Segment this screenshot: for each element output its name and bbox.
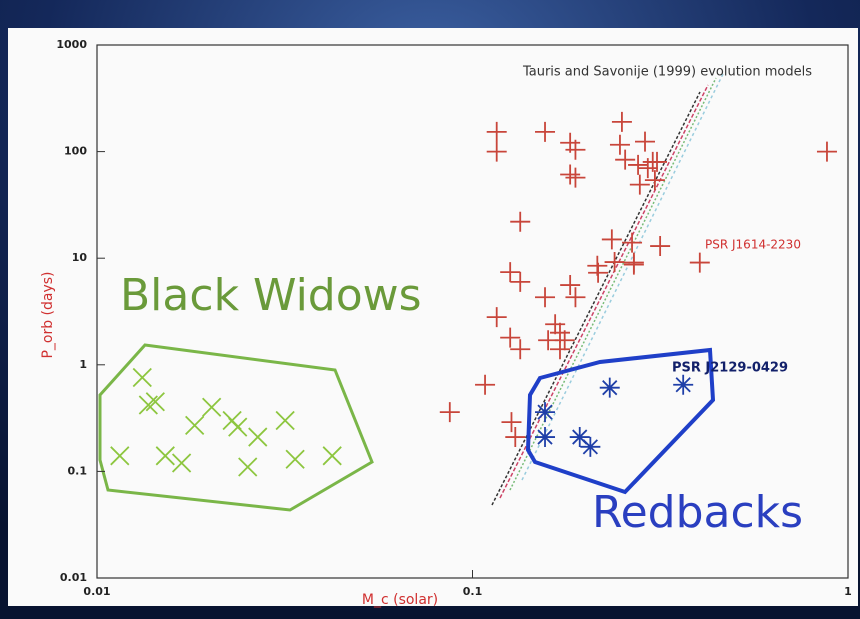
y-tick-label: 100 <box>64 145 87 158</box>
marker <box>565 139 586 160</box>
marker <box>475 374 496 395</box>
marker <box>439 402 460 423</box>
marker <box>500 327 521 348</box>
marker <box>501 412 522 433</box>
marker <box>560 164 581 185</box>
black-widows-label: Black Widows <box>120 270 422 321</box>
marker <box>588 262 609 283</box>
marker <box>322 446 342 466</box>
marker <box>110 446 130 466</box>
marker <box>171 453 192 473</box>
marker <box>647 151 668 172</box>
marker <box>622 232 643 253</box>
marker <box>549 339 570 360</box>
marker <box>155 446 175 466</box>
marker <box>580 436 601 457</box>
model-annotation: Tauris and Savonije (1999) evolution mod… <box>522 65 812 80</box>
marker <box>629 174 650 195</box>
y-tick-label: 0.01 <box>60 571 87 584</box>
y-axis-label: P_orb (days) <box>40 271 56 358</box>
marker <box>565 287 586 308</box>
marker <box>565 167 586 188</box>
marker <box>535 121 556 142</box>
marker <box>238 457 258 477</box>
marker <box>132 367 152 388</box>
marker <box>816 141 837 162</box>
y-tick-label: 1000 <box>56 38 87 51</box>
marker <box>500 262 521 283</box>
marker <box>275 410 295 431</box>
marker <box>545 314 566 335</box>
marker <box>185 415 205 436</box>
y-tick-label: 1 <box>79 358 87 371</box>
marker <box>673 374 694 395</box>
model-curve <box>521 71 725 481</box>
x-tick-label: 0.1 <box>463 585 483 598</box>
marker <box>138 395 158 415</box>
marker <box>486 141 507 162</box>
marker <box>689 252 710 273</box>
marker <box>599 377 620 398</box>
redbacks-label: Redbacks <box>592 487 803 538</box>
marker <box>635 131 656 152</box>
marker <box>486 307 507 328</box>
marker <box>535 402 556 423</box>
marker <box>644 170 665 191</box>
marker <box>628 154 649 175</box>
marker <box>604 252 625 273</box>
plot-panel <box>8 28 858 606</box>
marker <box>623 254 644 275</box>
marker <box>248 427 268 447</box>
x-tick-label: 0.01 <box>83 585 110 598</box>
marker <box>486 121 507 142</box>
model-curve <box>499 84 709 499</box>
marker <box>510 211 531 232</box>
marker <box>611 111 632 132</box>
marker <box>609 134 630 155</box>
marker <box>560 275 581 296</box>
marker <box>650 236 671 257</box>
marker <box>505 427 526 448</box>
marker <box>535 427 556 448</box>
marker <box>510 271 531 292</box>
psr-label: PSR J1614-2230 <box>705 238 801 252</box>
y-tick-label: 0.1 <box>68 464 88 477</box>
marker <box>228 417 248 437</box>
marker <box>285 449 305 469</box>
marker <box>554 330 575 351</box>
marker <box>510 339 531 360</box>
black-widow-region <box>98 343 374 512</box>
marker <box>569 427 590 448</box>
y-tick-label: 10 <box>72 251 88 264</box>
marker <box>202 397 222 417</box>
redback-region <box>525 347 716 495</box>
marker <box>145 392 165 412</box>
x-axis-label: M_c (solar) <box>362 592 438 608</box>
marker <box>615 149 636 170</box>
psr-label: PSR J2129-0429 <box>672 361 788 376</box>
x-tick-label: 1 <box>844 585 852 598</box>
marker <box>535 287 556 308</box>
marker <box>601 229 622 250</box>
